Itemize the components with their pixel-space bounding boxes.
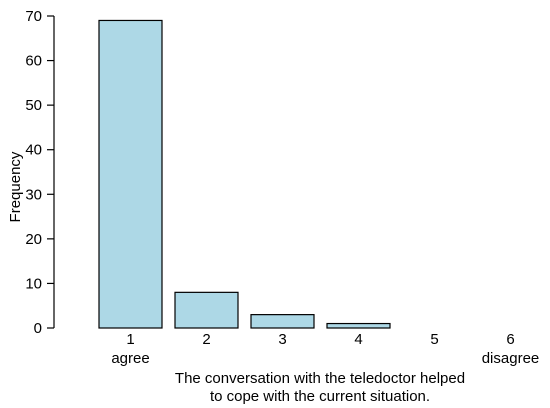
y-tick-label: 10 bbox=[25, 275, 42, 292]
bars bbox=[98, 19, 391, 329]
y-tick-label: 40 bbox=[25, 142, 42, 159]
x-axis-title-line-1: The conversation with the teledoctor hel… bbox=[175, 370, 465, 387]
bar-3 bbox=[250, 314, 315, 329]
y-tick-label: 60 bbox=[25, 53, 42, 70]
y-tick-label: 50 bbox=[25, 97, 42, 114]
x-tick-label-6: 6 bbox=[506, 331, 514, 348]
x-tick-sublabel-disagree: disagree bbox=[482, 350, 540, 367]
x-tick-label-4: 4 bbox=[354, 331, 362, 348]
y-tick-label: 20 bbox=[25, 231, 42, 248]
y-axis: 0 10 20 30 40 50 60 70 bbox=[25, 8, 55, 337]
x-axis-title-line-2: to cope with the current situation. bbox=[210, 388, 430, 405]
x-tick-label-2: 2 bbox=[202, 331, 210, 348]
x-tick-label-3: 3 bbox=[278, 331, 286, 348]
y-tick-label: 30 bbox=[25, 186, 42, 203]
x-tick-sublabel-agree: agree bbox=[111, 350, 149, 367]
bar-2 bbox=[174, 291, 239, 329]
x-tick-label-1: 1 bbox=[126, 331, 134, 348]
bar-1 bbox=[98, 19, 163, 329]
x-tick-label-5: 5 bbox=[430, 331, 438, 348]
x-axis-labels: 1 agree 2 3 4 5 6 disagree bbox=[111, 331, 539, 367]
y-axis-title: Frequency bbox=[7, 151, 24, 222]
y-tick-label: 70 bbox=[25, 8, 42, 25]
bar-4 bbox=[326, 322, 391, 329]
y-tick-label: 0 bbox=[34, 320, 42, 337]
